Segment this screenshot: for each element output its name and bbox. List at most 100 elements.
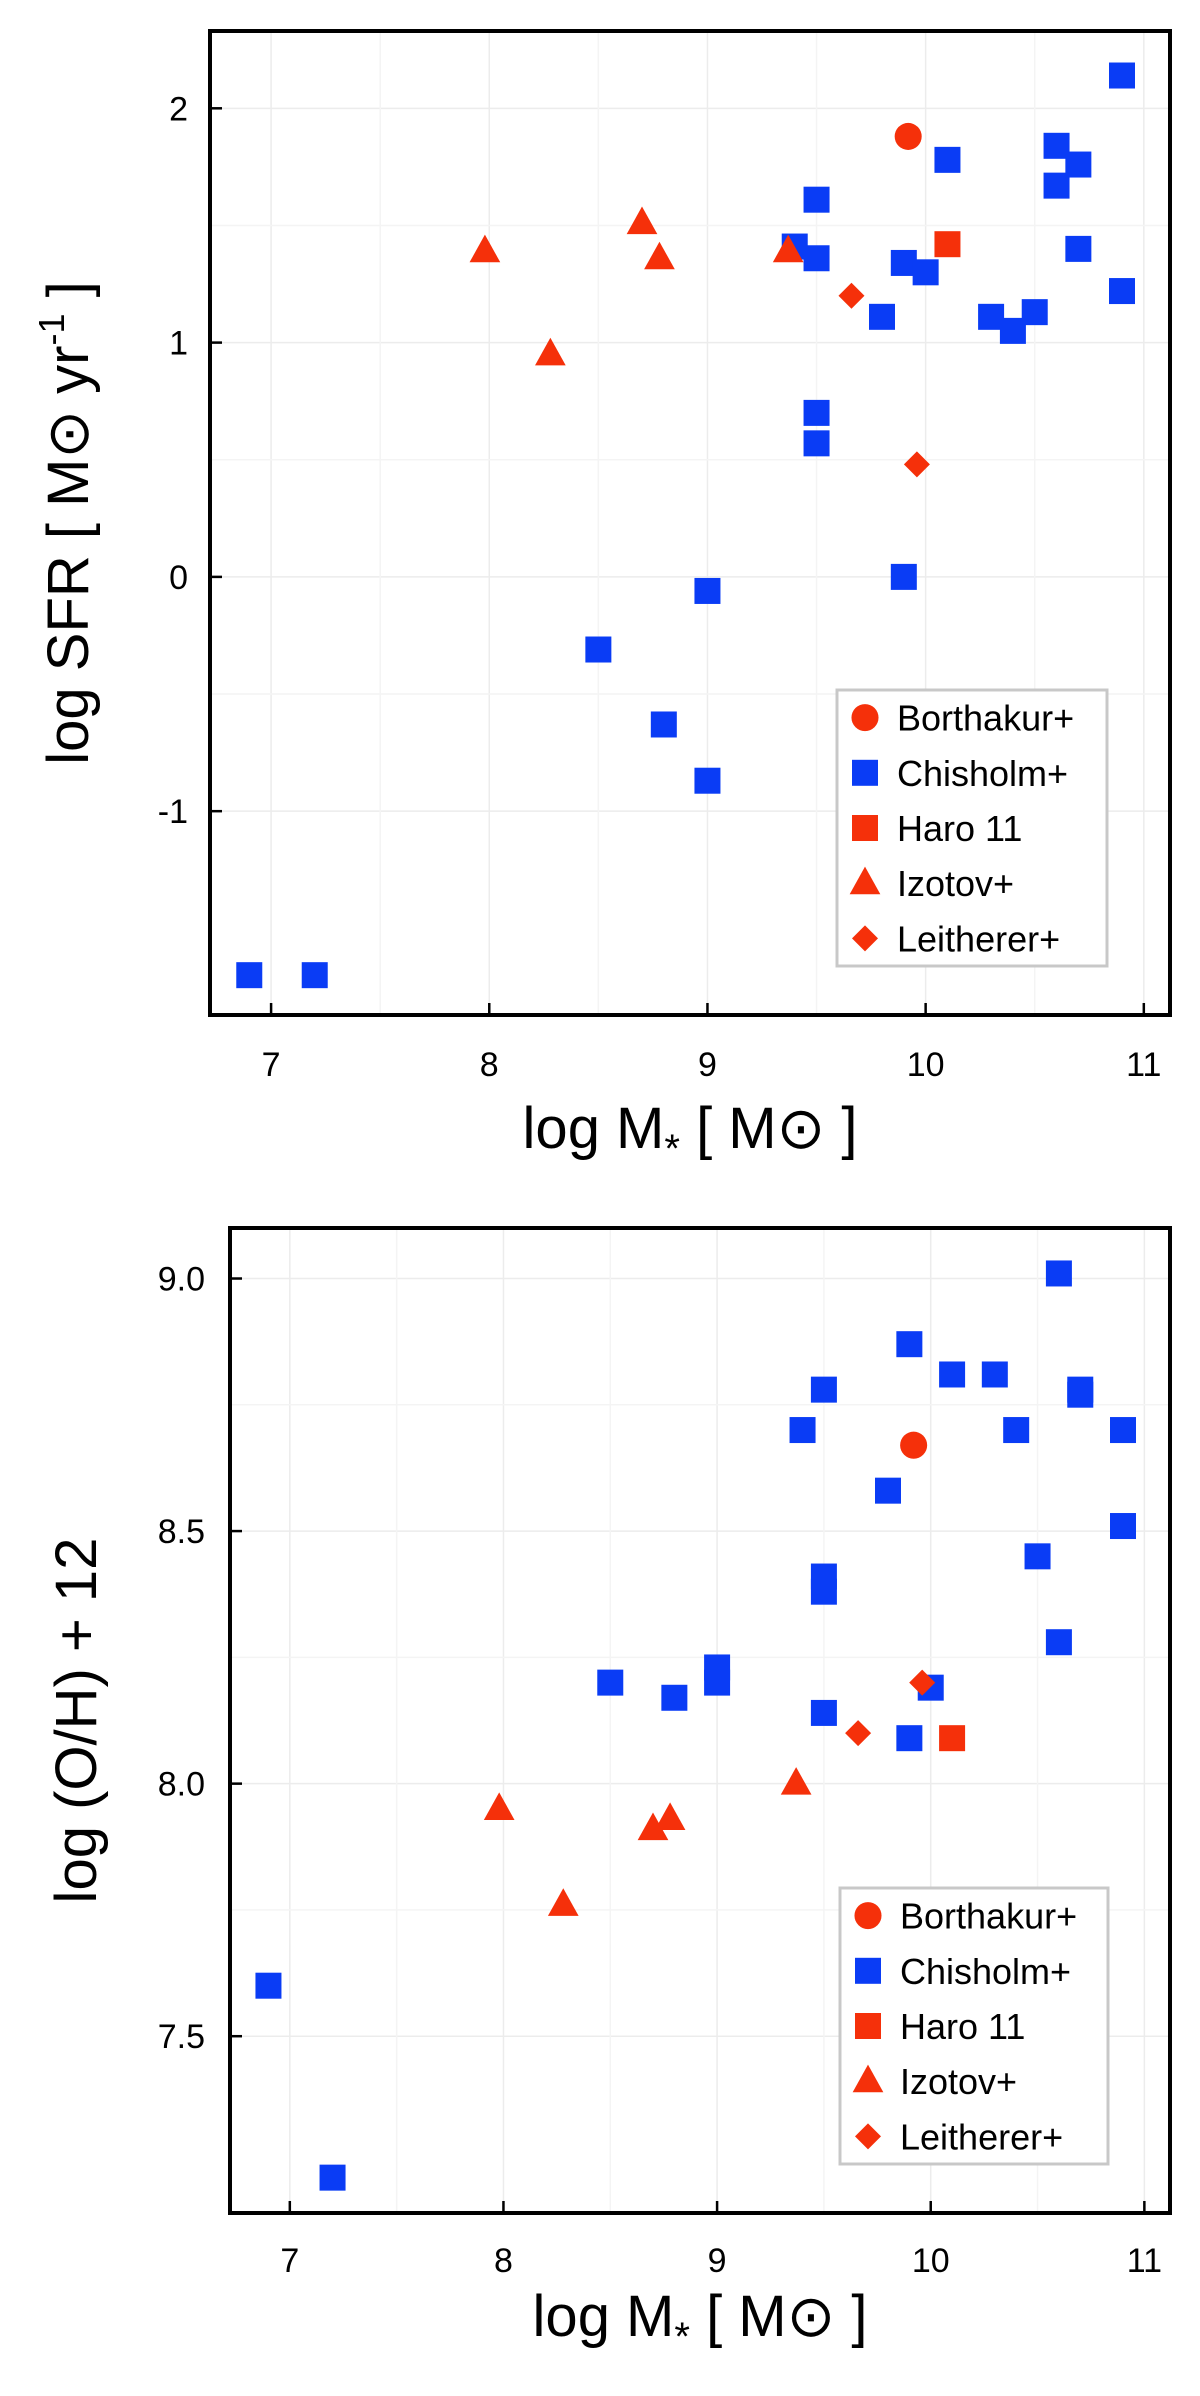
chart-panel-1: 7 8 9 10 11 -1 0 1 2 log M* [ M⊙ ] log SFR [ M⊙ yr… [31,29,1172,1171]
data-point [939,1725,966,1752]
data-point [1045,1260,1072,1287]
y-tick-label: 7.5 [158,2018,205,2056]
legend-label: Izotov+ [900,2061,1017,2102]
data-point [912,259,939,286]
legend-label: Leitherer+ [897,918,1060,959]
superscript: -1 [31,314,72,346]
y-axis-label: log SFR [ M⊙ yr-1 ] [31,281,101,764]
data-point [704,1669,731,1696]
data-point [845,1720,872,1747]
legend-item: Leitherer+ [855,2116,1063,2157]
data-point [939,1361,966,1388]
data-point [1065,151,1092,178]
data-point [637,1812,669,1841]
x-tick-label: 11 [1127,2242,1162,2280]
data-point [934,231,961,258]
legend-item: Leitherer+ [852,918,1060,959]
subscript: * [674,2315,690,2359]
data-point [803,186,830,213]
data-point [978,303,1005,330]
data-point [789,1417,816,1444]
gridlines [210,31,1170,1015]
data-point [694,577,721,604]
data-point [981,1361,1008,1388]
data-point [301,962,328,989]
label-part: [ M⊙ ] [690,2284,867,2349]
data-point [810,1376,837,1403]
legend-label: Chisholm+ [897,753,1068,794]
data-point [890,249,917,276]
data-point [1109,62,1135,89]
x-tick-label: 8 [494,2242,513,2280]
data-point [909,1669,936,1696]
data-point [483,1792,515,1820]
data-point [896,1331,923,1358]
y-tick-label: 8.0 [158,1766,205,1804]
legend-item: Izotov+ [852,2061,1017,2102]
data-point [236,962,263,989]
data-point [900,1431,928,1459]
data-point [903,451,930,478]
y-tick-label: -1 [158,793,188,831]
y-tick-label: 9.0 [158,1261,205,1299]
x-axis-label: log M* [ M⊙ ] [533,2284,868,2359]
label-part: ] [36,281,101,313]
x-tick-label: 11 [1126,1046,1161,1084]
legend-marker [855,1957,881,1984]
y-axis-label: log (O/H) + 12 [44,1538,109,1904]
series-haro-11 [939,1725,966,1752]
series-izotov- [483,1767,812,1916]
data-point [654,1802,686,1831]
data-point [547,1888,579,1916]
legend-item: Chisholm+ [852,753,1068,794]
series-chisholm- [236,62,1135,989]
data-point [894,122,922,150]
data-point [255,1972,282,1999]
label-part: log SFR [ M⊙ yr [36,346,101,765]
legend-item: Borthakur+ [851,698,1074,739]
series-chisholm- [255,1260,1136,2191]
label-part: [ M⊙ ] [680,1096,857,1161]
legend-marker [855,2013,881,2039]
data-point [319,2164,346,2191]
data-point [1021,299,1048,326]
series-izotov- [469,206,804,366]
legend-marker [852,2064,884,2093]
legend-marker [851,704,879,732]
data-point [1065,235,1092,262]
data-point [1110,1417,1136,1444]
data-point [650,711,677,738]
data-point [1024,1543,1051,1570]
data-point [803,399,830,426]
legend-label: Haro 11 [897,808,1022,849]
legend-item: Haro 11 [852,808,1022,849]
legend-box [835,688,1109,968]
data-point [1067,1381,1094,1408]
label-part: log M [523,1096,665,1161]
data-point [626,206,658,235]
legend: Borthakur+ Chisholm+ Haro 11 Izotov+ Leither… [835,688,1109,968]
legend-label: Haro 11 [900,2006,1025,2047]
data-point [597,1669,624,1696]
legend-box [838,1886,1110,2166]
legend-item: Izotov+ [849,863,1014,904]
data-points [236,62,1135,989]
data-point [1110,1513,1136,1540]
ticks: 7 8 9 10 11 7.5 8.0 8.5 9.0 [158,1261,1162,2280]
plot-frame [208,29,1172,1017]
legend-label: Chisholm+ [900,1951,1071,1992]
subscript: * [664,1127,680,1171]
y-tick-label: 1 [169,325,188,363]
data-point [803,245,830,272]
data-point [585,636,612,663]
legend-label: Leitherer+ [900,2116,1063,2157]
plot-frame [228,1226,1172,2215]
data-point [1109,278,1135,305]
series-haro-11 [934,231,961,258]
x-tick-label: 9 [698,1046,717,1084]
data-points [255,1260,1136,2191]
x-tick-label: 10 [912,2242,950,2280]
legend-label: Borthakur+ [897,698,1074,739]
data-point [694,767,721,794]
